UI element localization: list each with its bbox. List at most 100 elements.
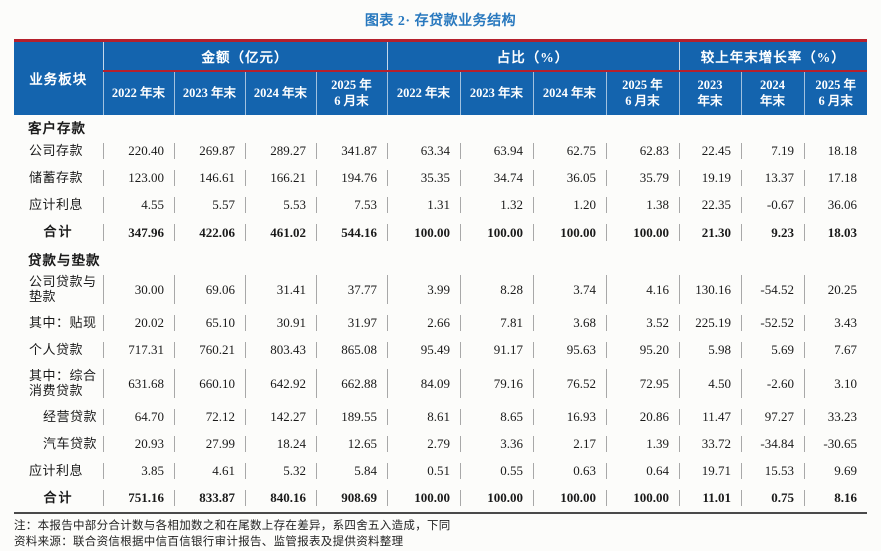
- cell-value: -54.52: [741, 269, 804, 310]
- cell-value: 100.00: [387, 218, 460, 247]
- cell-value: 15.53: [741, 457, 804, 485]
- row-label: 其中：综合消费贷款: [29, 367, 97, 398]
- cell-value: 8.61: [387, 403, 460, 431]
- cell-value: 20.02: [103, 309, 174, 337]
- table-row: 应计利息 4.55 5.57 5.53 7.53 1.31 1.32 1.20 1.38 22.3…: [14, 191, 867, 219]
- cell-value: 31.41: [245, 269, 316, 310]
- table-row: 储蓄存款 123.00 146.61 166.21 194.76 35.35 34.74 36…: [14, 164, 867, 192]
- table-row: 公司存款 220.40 269.87 289.27 341.87 63.34 63.94 62…: [14, 137, 867, 165]
- cell-value: 7.67: [804, 336, 867, 364]
- cell-value: 100.00: [460, 484, 533, 513]
- cell-value: 0.55: [460, 457, 533, 485]
- cell-value: 62.83: [606, 137, 679, 165]
- cell-value: 146.61: [174, 164, 245, 192]
- cell-value: 1.38: [606, 191, 679, 219]
- cell-value: 27.99: [174, 430, 245, 458]
- cell-value: 662.88: [316, 363, 387, 404]
- figure-title: 图表 2· 存贷款业务结构: [364, 14, 517, 29]
- cell-value: 18.18: [804, 137, 867, 165]
- cell-value: 1.39: [606, 430, 679, 458]
- cell-value: 8.65: [460, 403, 533, 431]
- cell-value: -30.65: [804, 430, 867, 458]
- cell-value: 95.49: [387, 336, 460, 364]
- table-row: 其中：综合消费贷款 631.68 660.10 642.92 662.88 84.09 79…: [14, 363, 867, 404]
- cell-value: 18.03: [804, 218, 867, 247]
- cell-value: -0.67: [741, 191, 804, 219]
- col-header: 2023 年末: [173, 70, 245, 115]
- cell-value: 347.96: [103, 218, 174, 247]
- cell-value: 2.66: [387, 309, 460, 337]
- table-row: 其中：贴现 20.02 65.10 30.91 31.97 2.66 7.81 3.68 3.5…: [14, 309, 867, 337]
- cell-value: 100.00: [460, 218, 533, 247]
- cell-value: 865.08: [316, 336, 387, 364]
- cell-value: 4.50: [679, 363, 741, 404]
- cell-value: 269.87: [174, 137, 245, 165]
- cell-value: 12.65: [316, 430, 387, 458]
- col-header: 2023 年末: [459, 70, 533, 115]
- cell-value: 37.77: [316, 269, 387, 310]
- cell-value: 3.43: [804, 309, 867, 337]
- cell-value: 100.00: [606, 218, 679, 247]
- cell-value: 8.28: [460, 269, 533, 310]
- cell-value: 8.16: [804, 484, 867, 513]
- cell-value: 130.16: [679, 269, 741, 310]
- cell-value: 422.06: [174, 218, 245, 247]
- cell-value: 31.97: [316, 309, 387, 337]
- cell-value: 0.64: [606, 457, 679, 485]
- col-header: 2022 年末: [386, 70, 460, 115]
- cell-value: 33.23: [804, 403, 867, 431]
- cell-value: 642.92: [245, 363, 316, 404]
- cell-value: 1.31: [387, 191, 460, 219]
- group-header-amount: 金额（亿元）: [102, 40, 387, 72]
- group-header-share: 占比（%）: [386, 40, 679, 72]
- cell-value: 33.72: [679, 430, 741, 458]
- cell-value: 1.20: [533, 191, 606, 219]
- col-header: 2024 年末: [244, 70, 316, 115]
- deposit-loan-structure-table: 业务板块 金额（亿元） 占比（%） 较上年末增长率（%） 2022 年末 202…: [14, 39, 867, 514]
- cell-value: 100.00: [533, 218, 606, 247]
- cell-value: 4.55: [103, 191, 174, 219]
- cell-value: 30.91: [245, 309, 316, 337]
- cell-value: 63.34: [387, 137, 460, 165]
- table-row: 经营贷款 64.70 72.12 142.27 189.55 8.61 8.65 16.93 2…: [14, 403, 867, 431]
- col-header: 2024 年末: [532, 70, 606, 115]
- cell-value: 0.75: [741, 484, 804, 513]
- cell-value: 289.27: [245, 137, 316, 165]
- cell-value: 30.00: [103, 269, 174, 310]
- cell-value: 1.32: [460, 191, 533, 219]
- corner-header-business-segment: 业务板块: [14, 40, 103, 115]
- cell-value: 17.18: [804, 164, 867, 192]
- cell-value: 751.16: [103, 484, 174, 513]
- cell-value: 95.63: [533, 336, 606, 364]
- cell-value: 62.75: [533, 137, 606, 165]
- cell-value: 3.36: [460, 430, 533, 458]
- cell-value: 3.85: [103, 457, 174, 485]
- table-header: 业务板块 金额（亿元） 占比（%） 较上年末增长率（%） 2022 年末 202…: [14, 40, 867, 115]
- col-header: 2024 年末: [740, 70, 804, 115]
- cell-value: 36.05: [533, 164, 606, 192]
- cell-value: 5.32: [245, 457, 316, 485]
- cell-value: 19.71: [679, 457, 741, 485]
- table-row: 公司贷款与垫款 30.00 69.06 31.41 37.77 3.99 8.28 3.74 4…: [14, 269, 867, 310]
- cell-value: 760.21: [174, 336, 245, 364]
- cell-value: 908.69: [316, 484, 387, 513]
- row-label: 其中：贴现: [29, 314, 97, 330]
- cell-value: 4.61: [174, 457, 245, 485]
- col-header: 2022 年末: [102, 70, 174, 115]
- col-header: 2025 年 6 月末: [803, 70, 867, 115]
- group-header-growth: 较上年末增长率（%）: [678, 40, 867, 72]
- cell-value: 7.53: [316, 191, 387, 219]
- cell-value: 22.35: [679, 191, 741, 219]
- cell-value: 100.00: [533, 484, 606, 513]
- cell-value: 95.20: [606, 336, 679, 364]
- cell-value: 803.43: [245, 336, 316, 364]
- cell-value: 91.17: [460, 336, 533, 364]
- cell-value: 64.70: [103, 403, 174, 431]
- cell-value: 840.16: [245, 484, 316, 513]
- cell-value: 189.55: [316, 403, 387, 431]
- cell-value: 7.81: [460, 309, 533, 337]
- footnotes: 注：本报告中部分合计数与各相加数之和在尾数上存在差异，系四舍五入造成，下同 资料…: [14, 518, 867, 551]
- cell-value: 7.19: [741, 137, 804, 165]
- cell-value: 84.09: [387, 363, 460, 404]
- table-row: 客户存款: [14, 115, 867, 138]
